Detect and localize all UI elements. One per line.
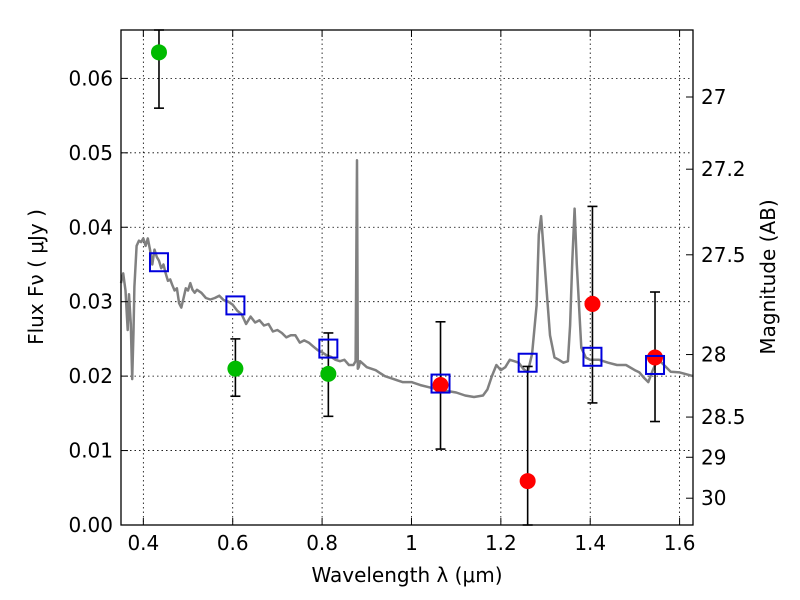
data-point (150, 44, 167, 61)
plot-frame (120, 29, 694, 526)
data-markers (148, 44, 666, 490)
x-axis-ticks: 0.4 0.6 0.8 1 1.2 1.4 1.6 (127, 30, 696, 555)
data-point (320, 365, 337, 382)
model-point (582, 346, 603, 367)
model-point (148, 252, 169, 273)
y2-tick-label: 27.2 (701, 157, 746, 181)
y2-tick-label: 30 (701, 486, 726, 510)
y2-tick-label: 28 (701, 343, 726, 367)
x-tick-label: 1.6 (664, 531, 696, 555)
y-tick-label: 0.06 (68, 66, 113, 90)
model-point (225, 295, 246, 316)
y2-axis-label: Magnitude (AB) (756, 199, 780, 354)
y-tick-label: 0.01 (68, 439, 113, 463)
y-tick-label: 0.04 (68, 215, 113, 239)
x-tick-label: 0.8 (306, 531, 338, 555)
data-point (584, 295, 601, 312)
y2-tick-label: 29 (701, 445, 726, 469)
y2-tick-label: 28.5 (701, 405, 746, 429)
model-point (517, 352, 538, 373)
x-tick-label: 1.2 (485, 531, 517, 555)
x-tick-label: 0.4 (127, 531, 159, 555)
y-axis-label: Flux Fν ( μJy ) (24, 209, 48, 345)
data-point (227, 360, 244, 377)
grid (121, 30, 693, 525)
y-tick-label: 0.02 (68, 364, 113, 388)
model-point (645, 354, 666, 375)
y2-tick-label: 27 (701, 85, 726, 109)
model-point (430, 373, 451, 394)
x-tick-label: 0.6 (217, 531, 249, 555)
data-point (519, 473, 536, 490)
x-axis-label: Wavelength λ (μm) (311, 563, 502, 587)
data-point (647, 349, 664, 366)
y2-axis-ticks: 27 27.2 27.5 28 28.5 29 30 (686, 85, 746, 510)
y-axis-ticks: 0.00 0.01 0.02 0.03 0.04 0.05 0.06 (68, 66, 128, 537)
x-tick-label: 1 (405, 531, 418, 555)
data-point (432, 377, 449, 394)
y-tick-label: 0.03 (68, 290, 113, 314)
y2-tick-label: 27.5 (701, 243, 746, 267)
y-tick-label: 0.00 (68, 513, 113, 537)
model-point (318, 338, 339, 359)
x-tick-label: 1.4 (574, 531, 606, 555)
y-tick-label: 0.05 (68, 141, 113, 165)
